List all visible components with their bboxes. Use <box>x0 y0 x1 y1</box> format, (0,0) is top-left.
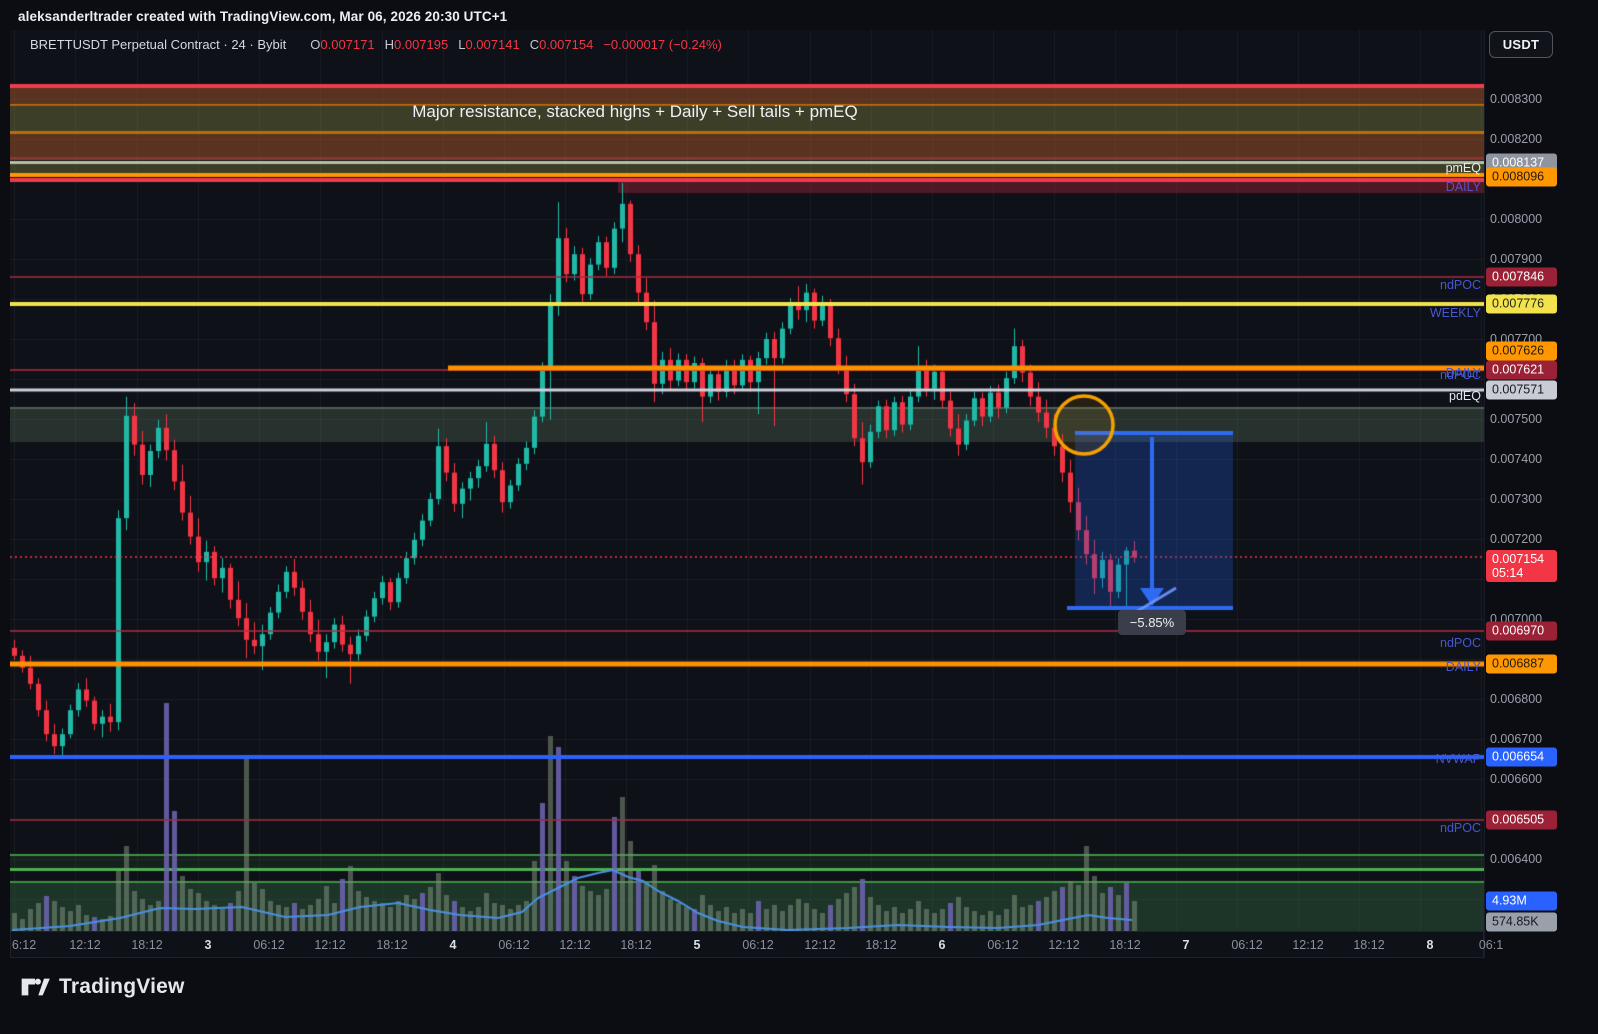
time-axis-label: 12:12 <box>1048 938 1080 952</box>
level-name-label-weekly: WEEKLY <box>1429 306 1481 320</box>
price-axis-tick: 0.006700 <box>1490 732 1543 746</box>
ohlc-value: 0.007141 <box>465 37 520 52</box>
ohlc-key: O <box>310 37 321 52</box>
bar-countdown: 05:14 <box>1492 566 1524 580</box>
time-axis-label: 12:12 <box>314 938 346 952</box>
level-name-label-ndpoc: ndPOC <box>1440 278 1481 292</box>
level-name-label-pdeq: pdEQ <box>1449 389 1481 403</box>
price-level-tag: 0.006887 <box>1486 654 1557 674</box>
time-axis-label: 06:1 <box>1478 938 1504 952</box>
time-axis-label: 06:12 <box>987 938 1019 952</box>
level-name-label-ndpoc: ndPOC <box>1440 821 1481 835</box>
price-level-tag: 0.006970 <box>1486 621 1557 641</box>
price-level-tag: 4.93M <box>1486 891 1557 911</box>
price-level-tag: 0.007571 <box>1486 380 1557 400</box>
price-axis-tick: 0.006800 <box>1490 692 1543 706</box>
price-axis-tick: 0.008000 <box>1490 212 1543 226</box>
price-level-tag: 0.008096 <box>1486 167 1557 187</box>
level-name-label-daily: DAILY <box>1445 180 1481 194</box>
price-axis-tick: 0.007200 <box>1490 532 1543 546</box>
price-axis[interactable] <box>1484 30 1598 958</box>
ohlc-value: 0.007154 <box>539 37 594 52</box>
level-name-label-pmeq: pmEQ <box>1445 161 1481 175</box>
time-axis-label: 6 <box>938 938 946 952</box>
price-axis-tick: 0.006600 <box>1490 772 1543 786</box>
price-axis-tick: 0.007300 <box>1490 492 1543 506</box>
price-level-tag: 0.006505 <box>1486 810 1557 830</box>
tradingview-logo-icon <box>21 978 50 996</box>
time-axis-label: 3 <box>204 938 212 952</box>
price-level-tag: 0.007776 <box>1486 294 1557 314</box>
ohlc-value: 0.007171 <box>320 37 375 52</box>
time-axis-label: 7 <box>1182 938 1190 952</box>
time-axis-label: 18:12 <box>1109 938 1141 952</box>
ohlc-key: H <box>384 37 394 52</box>
price-axis-tick: 0.008200 <box>1490 132 1543 146</box>
level-name-label-nvwap: NVWAP <box>1435 752 1481 766</box>
last-price-value: 0.007154 <box>1492 552 1545 566</box>
time-axis-label: 06:12 <box>498 938 530 952</box>
change-readout: −0.000017 (−0.24%) <box>603 37 722 52</box>
time-axis-label: 8 <box>1426 938 1434 952</box>
price-axis-tick: 0.007900 <box>1490 252 1543 266</box>
brand-name: TradingView <box>59 975 185 998</box>
currency-toggle-button[interactable]: USDT <box>1489 31 1553 58</box>
level-name-label-ndpoc: ndPOC <box>1440 368 1481 382</box>
time-axis-label: 6:12 <box>11 938 37 952</box>
symbol-legend: BRETTUSDT Perpetual Contract · 24 · Bybi… <box>30 37 722 52</box>
footer-bar: TradingView <box>0 958 1598 1034</box>
time-axis-label: 12:12 <box>559 938 591 952</box>
price-level-tag: 0.007626 <box>1486 341 1557 361</box>
price-chart-canvas[interactable] <box>10 30 1484 931</box>
time-axis-label: 18:12 <box>620 938 652 952</box>
level-name-label-ndpoc: ndPOC <box>1440 636 1481 650</box>
time-axis-label: 06:12 <box>1231 938 1263 952</box>
ohlc-value: 0.007195 <box>394 37 449 52</box>
price-axis-tick: 0.006400 <box>1490 852 1543 866</box>
price-level-tag: 0.007846 <box>1486 267 1557 287</box>
resistance-annotation: Major resistance, stacked highs + Daily … <box>412 102 858 121</box>
time-axis-label: 12:12 <box>69 938 101 952</box>
ohlc-key: L <box>458 37 466 52</box>
ohlc-readout: O0.007171 H0.007195 L0.007141 C0.007154 <box>300 37 593 52</box>
time-axis-label: 06:12 <box>742 938 774 952</box>
attribution-text: aleksanderltrader created with TradingVi… <box>18 9 508 24</box>
time-axis-label: 18:12 <box>865 938 897 952</box>
time-axis-label: 12:12 <box>804 938 836 952</box>
time-axis-label: 06:12 <box>253 938 285 952</box>
level-name-label-daily: DAILY <box>1445 366 1481 380</box>
time-axis-label: 4 <box>449 938 457 952</box>
time-axis-label: 5 <box>693 938 701 952</box>
ohlc-key: C <box>529 37 540 52</box>
last-price-tag: 0.007154 05:14 <box>1486 550 1557 582</box>
time-axis[interactable]: 6:12 12:12 18:12 3 06:12 12:12 18:12 4 06:12 12:1… <box>10 931 1503 958</box>
symbol-title: BRETTUSDT Perpetual Contract · 24 · Bybi… <box>30 37 287 52</box>
price-level-tag: 0.007621 <box>1486 360 1557 380</box>
time-axis-label: 18:12 <box>376 938 408 952</box>
price-axis-tick: 0.007500 <box>1490 412 1543 426</box>
level-name-label-daily: DAILY <box>1445 660 1481 674</box>
time-axis-label: 18:12 <box>1353 938 1385 952</box>
price-axis-tick: 0.007400 <box>1490 452 1543 466</box>
tradingview-brand[interactable]: TradingView <box>20 972 185 1002</box>
price-level-tag: 574.85K <box>1486 912 1557 932</box>
time-axis-label: 12:12 <box>1292 938 1324 952</box>
time-axis-label: 18:12 <box>131 938 163 952</box>
price-axis-tick: 0.008300 <box>1490 92 1543 106</box>
measure-percent-label: −5.85% <box>1118 610 1186 635</box>
price-level-tag: 0.006654 <box>1486 747 1557 767</box>
